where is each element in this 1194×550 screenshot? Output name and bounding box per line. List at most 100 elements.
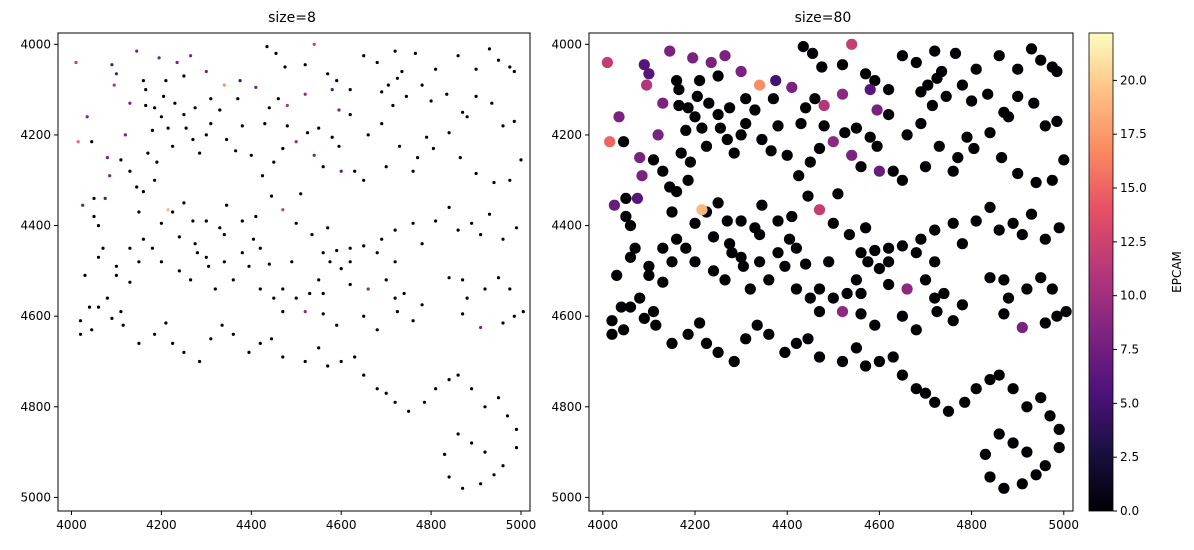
scatter-point-right-110	[996, 152, 1008, 164]
scatter-point-right-151	[970, 215, 982, 227]
scatter-point-right-164	[873, 263, 886, 275]
scatter-point-right-5	[624, 220, 637, 232]
scatter-point-right-165	[883, 278, 895, 291]
scatter-point-left-190	[290, 260, 294, 264]
scatter-point-right-98	[919, 161, 932, 173]
scatter-point-right-106	[1012, 90, 1024, 102]
scatter-point-left-21	[128, 101, 132, 105]
scatter-point-left-193	[251, 237, 256, 241]
scatter-point-right-181	[998, 308, 1010, 320]
scatter-point-left-46	[283, 65, 287, 69]
scatter-point-right-139	[832, 188, 844, 200]
colorbar-tick-label-8: 20.0	[1120, 73, 1147, 87]
scatter-point-right-234	[666, 337, 678, 349]
scatter-point-left-62	[487, 47, 492, 51]
scatter-point-left-221	[247, 264, 251, 268]
scatter-point-left-268	[492, 473, 496, 477]
scatter-point-right-81	[795, 118, 807, 130]
scatter-point-right-154	[1007, 217, 1019, 229]
scatter-point-left-139	[299, 192, 303, 196]
scatter-point-left-11	[175, 60, 179, 65]
scatter-point-left-162	[328, 260, 332, 264]
scatter-point-right-221	[779, 260, 791, 272]
scatter-point-right-252	[896, 369, 909, 381]
scatter-point-left-89	[260, 174, 265, 178]
scatter-point-right-102	[961, 131, 973, 143]
scatter-point-right-230	[618, 324, 630, 336]
scatter-point-left-10	[157, 56, 161, 60]
scatter-point-right-146	[896, 240, 909, 252]
scatter-point-left-43	[254, 85, 258, 89]
scatter-point-right-40	[740, 93, 752, 105]
scatter-point-right-47	[836, 59, 849, 71]
scatter-point-left-254	[384, 391, 388, 395]
scatter-point-left-252	[362, 373, 366, 377]
scatter-point-left-28	[193, 106, 197, 110]
scatter-point-right-72	[901, 129, 913, 141]
scatter-point-left-259	[447, 378, 451, 382]
scatter-point-left-189	[281, 287, 285, 291]
scatter-point-right-155	[1016, 229, 1028, 241]
scatter-point-left-145	[348, 246, 352, 250]
scatter-point-right-186	[869, 319, 881, 331]
scatter-point-left-129	[171, 210, 175, 214]
scatter-point-right-140	[827, 217, 839, 229]
scatter-point-left-9	[135, 49, 139, 53]
scatter-point-right-16	[673, 84, 685, 96]
scatter-point-right-144	[869, 244, 881, 257]
scatter-point-right-80	[800, 102, 812, 114]
scatter-point-left-138	[281, 208, 285, 212]
scatter-point-right-183	[931, 306, 943, 318]
scatter-point-left-225	[294, 296, 298, 300]
scatter-point-left-232	[110, 316, 114, 320]
scatter-point-left-142	[326, 226, 330, 230]
scatter-point-left-164	[339, 267, 343, 271]
scatter-point-right-168	[929, 292, 941, 304]
scatter-point-left-26	[173, 101, 177, 105]
scatter-point-right-0	[601, 56, 614, 69]
scatter-point-left-140	[294, 221, 298, 225]
scatter-point-right-10	[687, 52, 699, 64]
scatter-point-right-260	[993, 369, 1005, 381]
scatter-point-left-76	[317, 126, 321, 130]
scatter-point-left-218	[213, 287, 217, 291]
scatter-point-right-137	[802, 190, 814, 202]
scatter-point-left-36	[198, 151, 202, 155]
scatter-point-left-96	[353, 169, 357, 173]
scatter-point-right-59	[970, 63, 982, 75]
scatter-point-right-228	[643, 269, 655, 281]
scatter-point-left-120	[108, 174, 112, 178]
scatter-point-left-199	[166, 208, 170, 212]
scatter-point-left-158	[514, 226, 519, 230]
scatter-point-right-210	[657, 276, 669, 288]
scatter-point-left-265	[514, 427, 519, 431]
scatter-point-left-97	[362, 178, 366, 182]
scatter-point-right-202	[643, 260, 655, 272]
scatter-point-right-167	[919, 274, 932, 286]
scatter-point-right-126	[682, 174, 694, 186]
scatter-point-left-102	[425, 135, 429, 139]
scatter-point-right-115	[998, 106, 1010, 118]
scatter-point-right-267	[1039, 460, 1051, 472]
scatter-point-left-6	[92, 214, 96, 219]
scatter-point-left-183	[395, 310, 399, 314]
scatter-point-left-222	[258, 287, 262, 291]
x-tick-label-left-4400: 4400	[236, 518, 267, 532]
scatter-point-right-101	[952, 152, 964, 164]
scatter-point-right-174	[1021, 283, 1033, 295]
scatter-point-right-56	[929, 45, 941, 57]
scatter-point-right-262	[1021, 401, 1033, 413]
colorbar-tick-label-2: 5.0	[1120, 396, 1139, 410]
scatter-point-left-230	[90, 328, 94, 332]
scatter-point-right-100	[947, 165, 959, 177]
scatter-point-right-95	[873, 165, 886, 177]
y-tick-label-left-4400: 4400	[20, 219, 51, 233]
scatter-point-left-212	[150, 246, 154, 250]
scatter-point-right-83	[836, 88, 849, 100]
scatter-point-left-7	[110, 63, 114, 67]
y-tick-label-left-4600: 4600	[20, 309, 51, 323]
scatter-point-right-226	[841, 287, 853, 300]
scatter-point-right-263	[1035, 392, 1047, 404]
scatter-point-left-126	[153, 178, 157, 182]
scatter-point-right-141	[843, 229, 856, 241]
